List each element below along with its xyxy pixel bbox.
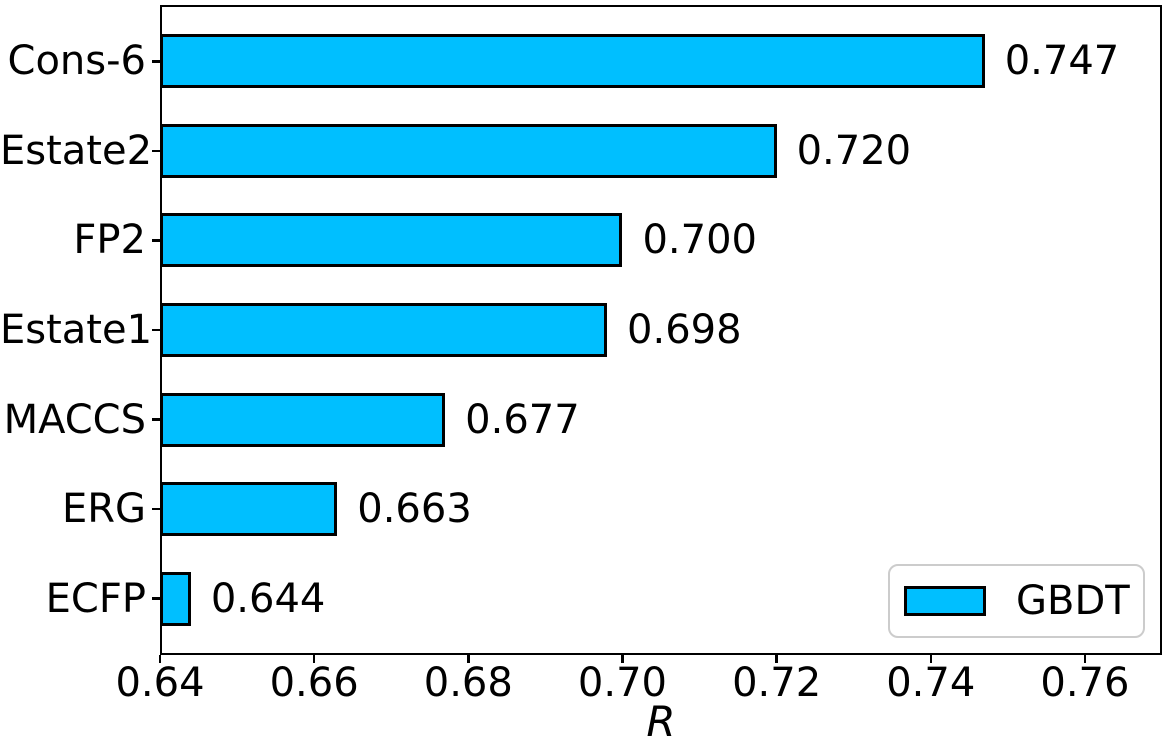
- xtick-mark: [158, 655, 162, 663]
- bar-value-label: 0.698: [627, 307, 742, 353]
- bar-value-label: 0.747: [1004, 38, 1120, 85]
- xtick-mark: [775, 655, 778, 663]
- xtick-label: 0.72: [732, 660, 822, 706]
- ytick-mark: [152, 60, 160, 63]
- ytick-label-erg: ERG: [61, 486, 146, 533]
- xtick-mark: [621, 655, 624, 663]
- legend-label-gbdt: GBDT: [1016, 578, 1130, 624]
- ytick-mark: [152, 328, 160, 332]
- ytick-label-ecfp: ECFP: [45, 575, 146, 622]
- ytick-mark: [152, 239, 160, 242]
- ytick-label-estate2: Estate2: [0, 127, 153, 174]
- bar-cons-6: [160, 34, 985, 89]
- ytick-label-maccs: MACCS: [3, 396, 146, 443]
- ytick-label-estate1: Estate1: [0, 307, 153, 353]
- legend-swatch-gbdt-icon: [904, 586, 986, 616]
- ytick-mark: [152, 418, 160, 421]
- xtick-label: 0.64: [115, 660, 205, 706]
- xtick-label: 0.70: [577, 660, 667, 706]
- bar-value-label: 0.677: [465, 396, 580, 443]
- ytick-mark: [152, 507, 160, 511]
- ytick-label-fp2: FP2: [73, 217, 146, 264]
- xtick-mark: [929, 655, 933, 663]
- xtick-label: 0.68: [423, 660, 513, 706]
- bar-maccs: [160, 392, 446, 447]
- xtick-label: 0.76: [1040, 660, 1130, 706]
- bar-erg: [160, 482, 338, 537]
- bar-estate2: [160, 123, 777, 178]
- ytick-label-cons-6: Cons-6: [7, 38, 146, 85]
- bar-value-label: 0.720: [796, 127, 912, 174]
- bar-value-label: 0.663: [357, 486, 472, 533]
- xtick-mark: [1083, 655, 1087, 663]
- xtick-mark: [312, 655, 316, 663]
- bar-estate1: [160, 303, 608, 357]
- legend: GBDT: [888, 564, 1145, 638]
- bar-ecfp: [160, 571, 191, 626]
- ytick-mark: [152, 597, 160, 600]
- xtick-label: 0.74: [886, 660, 976, 706]
- bar-value-label: 0.644: [210, 575, 326, 622]
- x-axis-label: R: [646, 697, 676, 746]
- bar-value-label: 0.700: [642, 217, 757, 264]
- ytick-mark: [152, 149, 160, 153]
- xtick-mark: [467, 655, 470, 663]
- bar-fp2: [160, 213, 623, 268]
- xtick-label: 0.66: [269, 660, 359, 706]
